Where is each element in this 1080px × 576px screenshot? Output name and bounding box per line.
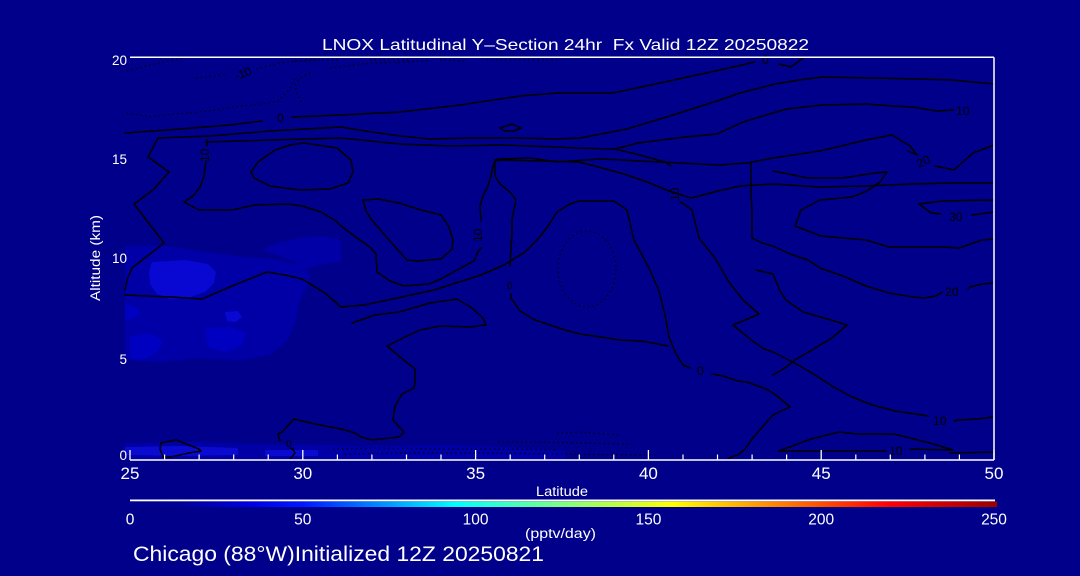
svg-text:45: 45 <box>812 464 831 483</box>
svg-text:40: 40 <box>639 464 658 483</box>
svg-text:10: 10 <box>198 148 212 162</box>
svg-text:0: 0 <box>119 448 127 463</box>
svg-text:Latitude: Latitude <box>536 484 588 499</box>
svg-text:30: 30 <box>949 210 963 224</box>
svg-text:Altitude (km): Altitude (km) <box>88 215 103 301</box>
svg-text:10: 10 <box>668 187 682 201</box>
svg-text:0: 0 <box>286 439 292 450</box>
svg-text:0: 0 <box>762 53 769 67</box>
svg-text:200: 200 <box>808 512 834 529</box>
svg-text:0: 0 <box>507 281 513 292</box>
svg-text:Chicago (88°W)Initialized 12Z: Chicago (88°W)Initialized 12Z 20250821 <box>133 542 544 566</box>
svg-text:10: 10 <box>933 414 947 428</box>
svg-text:10: 10 <box>471 228 485 242</box>
svg-text:5: 5 <box>119 352 127 367</box>
svg-text:(pptv/day): (pptv/day) <box>525 526 596 541</box>
svg-text:0: 0 <box>277 111 284 125</box>
svg-text:35: 35 <box>466 464 485 483</box>
svg-text:50: 50 <box>985 464 1004 483</box>
svg-text:-10: -10 <box>233 64 254 83</box>
svg-text:250: 250 <box>981 512 1007 529</box>
svg-text:20: 20 <box>945 285 959 299</box>
svg-text:25: 25 <box>121 464 140 483</box>
svg-text:10: 10 <box>112 251 127 266</box>
svg-text:10: 10 <box>889 444 903 458</box>
svg-text:0: 0 <box>697 364 704 378</box>
svg-text:0: 0 <box>126 512 135 529</box>
svg-text:10: 10 <box>956 104 970 118</box>
svg-text:LNOX Latitudinal Y–Section 24h: LNOX Latitudinal Y–Section 24hr Fx Valid… <box>322 37 809 54</box>
svg-text:150: 150 <box>635 512 661 529</box>
svg-text:20: 20 <box>112 53 127 68</box>
svg-text:15: 15 <box>112 152 127 167</box>
svg-text:100: 100 <box>463 512 489 529</box>
svg-text:20: 20 <box>914 152 933 171</box>
svg-text:30: 30 <box>293 464 312 483</box>
svg-text:50: 50 <box>294 512 312 529</box>
